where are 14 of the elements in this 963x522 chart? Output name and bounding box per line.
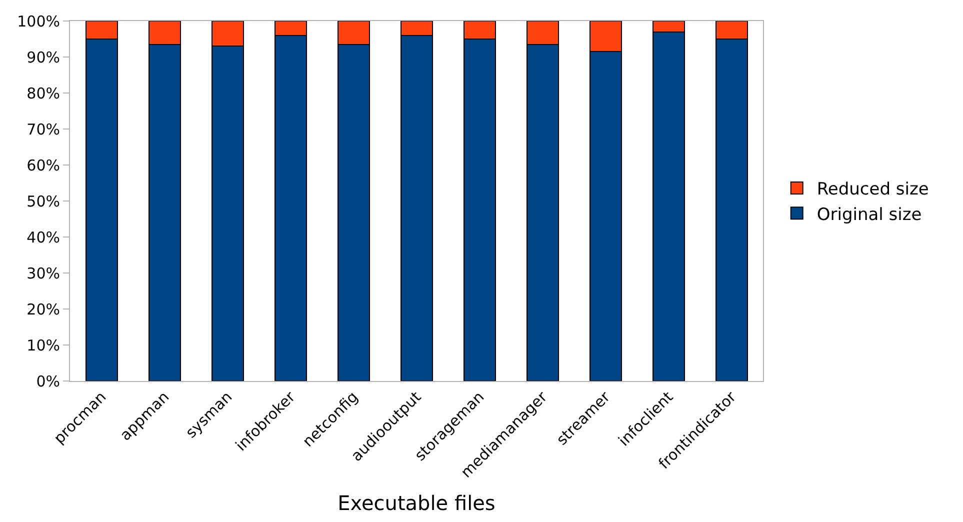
x-axis-title: Executable files [338,490,496,515]
y-tick-label: 30% [26,264,60,282]
y-tick-label: 0% [36,372,60,390]
y-tick-label: 60% [26,156,60,174]
legend-label: Original size [816,204,922,225]
y-tick-label: 90% [26,48,60,66]
legend-label: Reduced size [816,180,929,200]
y-tick-label: 10% [26,336,60,354]
y-tick-label: 80% [26,84,60,102]
y-tick-label: 70% [26,120,60,138]
y-tick-label: 50% [26,192,60,210]
y-tick-label: 100% [17,12,60,30]
y-tick-label: 40% [26,228,60,246]
y-tick-label: 20% [26,300,60,318]
